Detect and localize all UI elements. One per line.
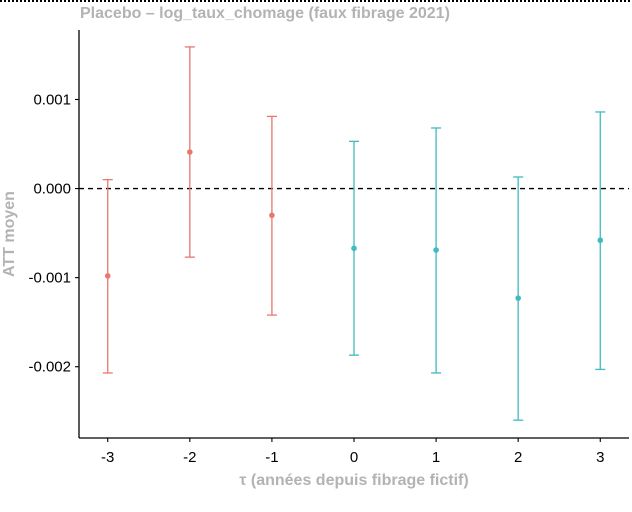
x-axis-ticks: -3 -2 -1 0 1 2 3 (101, 438, 604, 466)
point-estimate (597, 237, 604, 244)
y-tick-label: -0.002 (28, 359, 71, 376)
x-tick-label: 2 (514, 449, 522, 466)
x-axis-title: τ (années depuis fibrage fictif) (239, 472, 468, 489)
point-estimate (104, 273, 111, 279)
point-estimate (187, 149, 193, 155)
chart-title: Placebo – log_taux_chomage (faux fibrage… (80, 5, 450, 22)
x-tick-label: -2 (183, 449, 196, 466)
error-bar-points (102, 46, 606, 421)
x-tick-label: -1 (265, 449, 278, 466)
y-tick-label: -0.001 (28, 270, 71, 287)
x-tick-label: 1 (432, 449, 440, 466)
x-tick-label: -3 (101, 449, 114, 466)
point-estimate (433, 247, 439, 253)
x-tick-label: 3 (596, 449, 604, 466)
y-tick-label: 0.000 (33, 181, 71, 198)
y-axis-ticks: -0.002 -0.001 0.000 0.001 (28, 91, 79, 376)
point-estimate (351, 245, 357, 252)
y-axis-title: ATT moyen (1, 191, 18, 277)
point-estimate (269, 212, 275, 219)
y-tick-label: 0.001 (33, 91, 71, 108)
x-tick-label: 0 (350, 449, 358, 466)
point-estimate (515, 295, 521, 301)
